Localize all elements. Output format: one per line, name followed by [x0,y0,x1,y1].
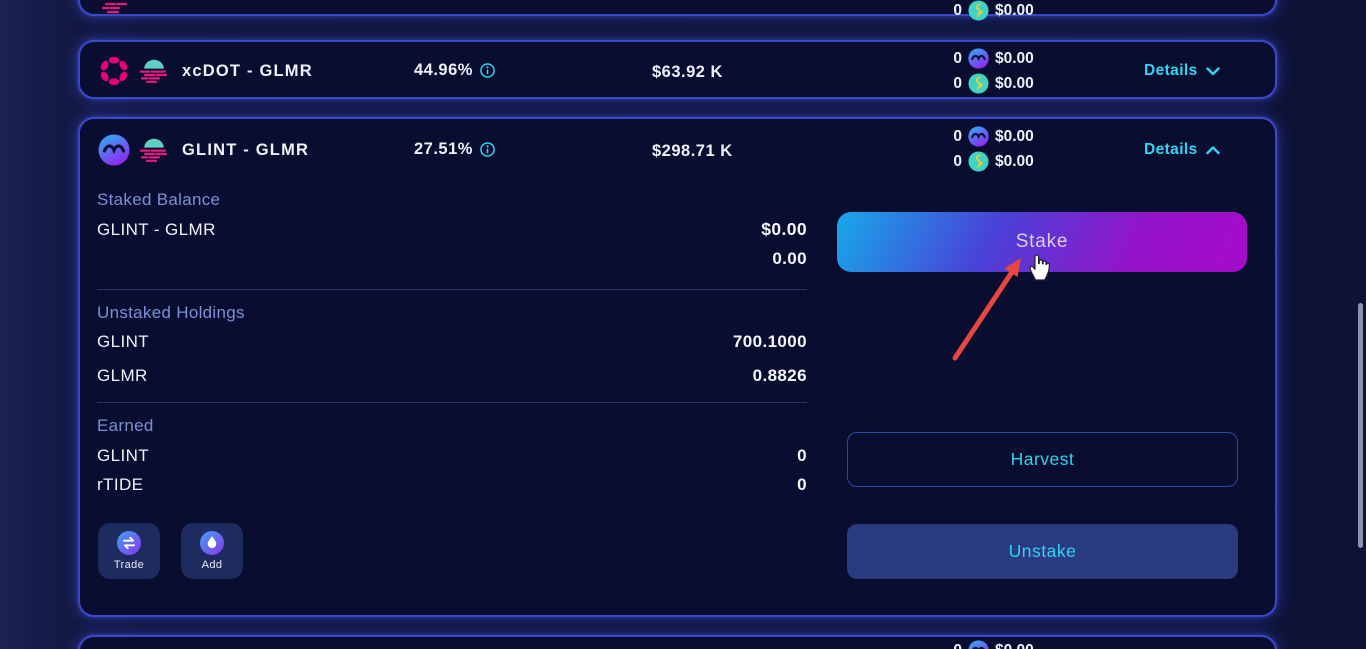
glint-token-icon [968,640,989,649]
tvl-value: $298.71 K [652,142,733,160]
reward-row: 0 $0.00 [952,48,1034,69]
add-button-label: Add [201,559,223,571]
reward-usd: $0.00 [995,49,1034,67]
pool-name: GLINT - GLMR [182,141,310,159]
reward-amount: 0 [953,1,962,19]
reward-amount: 0 [952,642,962,649]
staked-balance-title: Staked Balance [97,190,221,209]
reward-amount: 0 [953,127,962,145]
trade-button[interactable]: Trade [98,523,160,579]
pool-card-xcdot-glmr: xcDOT - GLMR 44.96% $63.92 K 0 $0.00 [78,40,1277,99]
staked-usd-value: $0.00 [761,219,807,239]
pool-card-partial-top: 0 $0.00 [78,0,1277,21]
holding-amount-value: 0.8826 [752,366,807,385]
earned-title: Earned [97,416,154,435]
apr-value: 44.96% [414,61,473,79]
unstake-button-label: Unstake [1008,541,1077,561]
details-label: Details [1144,141,1198,158]
reward-usd: $0.00 [995,642,1034,649]
xcdot-token-icon [100,56,128,86]
staked-amount-value: 0.00 [772,249,807,268]
earned-token-label: GLINT [97,446,150,465]
scrollbar-thumb[interactable] [1358,303,1363,548]
apr-value: 27.51% [414,140,473,158]
reward-row: 0 $0.00 [952,640,1034,649]
reward-row: 0 $0.00 [952,151,1034,172]
reward-row: 0 $0.00 [952,73,1034,94]
pair-icons [98,134,170,166]
pair-icons [98,55,170,87]
chevron-up-icon [1205,145,1220,154]
rtide-token-icon [968,0,989,21]
harvest-button-label: Harvest [1010,449,1075,469]
reward-row: 0 $0.00 [952,0,1034,21]
tvl-value: $63.92 K [652,63,723,81]
section-divider [97,289,807,290]
stake-button-label: Stake [1015,231,1069,252]
unstake-button[interactable]: Unstake [847,524,1238,579]
pool-details-panel: Staked Balance GLINT - GLMR $0.00 0.00 U… [97,182,807,542]
stake-button[interactable]: Stake [837,212,1247,272]
staked-pair-label: GLINT - GLMR [97,220,216,239]
earned-token-label: rTIDE [97,475,144,494]
chevron-down-icon [1205,66,1220,75]
details-label: Details [1144,62,1198,79]
trade-button-label: Trade [113,559,145,571]
rtide-token-icon [968,151,989,172]
glint-token-icon [968,48,989,69]
earned-amount-value: 0 [797,446,807,465]
pool-card-partial-bottom: 0 $0.00 [78,635,1277,649]
glint-token-icon [98,134,130,166]
earned-amount-value: 0 [797,475,807,494]
details-toggle[interactable]: Details [1144,62,1220,80]
reward-usd: $0.00 [995,1,1034,19]
pool-card-glint-glmr: GLINT - GLMR 27.51% $298.71 K 0 $0.00 [78,117,1277,617]
reward-amount: 0 [953,49,962,67]
section-divider [97,402,807,403]
add-liquidity-button[interactable]: Add [181,523,243,579]
glint-token-icon [968,126,989,147]
swap-arrows-icon [117,531,141,555]
reward-amount: 0 [953,74,962,92]
reward-usd: $0.00 [995,152,1034,170]
droplet-icon [200,531,224,555]
info-icon[interactable] [480,142,495,157]
apr-wrap: 44.96% [414,61,495,80]
apr-wrap: 27.51% [414,140,495,159]
holding-token-label: GLMR [97,366,148,385]
harvest-button[interactable]: Harvest [847,432,1238,487]
holding-amount-value: 700.1000 [732,332,807,351]
pool-name: xcDOT - GLMR [182,62,313,80]
holding-token-label: GLINT [97,332,150,351]
reward-amount: 0 [953,152,962,170]
unstaked-holdings-title: Unstaked Holdings [97,303,245,322]
reward-usd: $0.00 [995,74,1034,92]
reward-usd: $0.00 [995,127,1034,145]
glmr-token-icon [139,59,168,83]
rtide-token-icon [968,73,989,94]
glmr-token-icon [139,138,168,162]
details-toggle[interactable]: Details [1144,141,1220,159]
info-icon[interactable] [480,63,495,78]
reward-row: 0 $0.00 [952,126,1034,147]
moonbeam-icon-fragment [101,2,128,14]
